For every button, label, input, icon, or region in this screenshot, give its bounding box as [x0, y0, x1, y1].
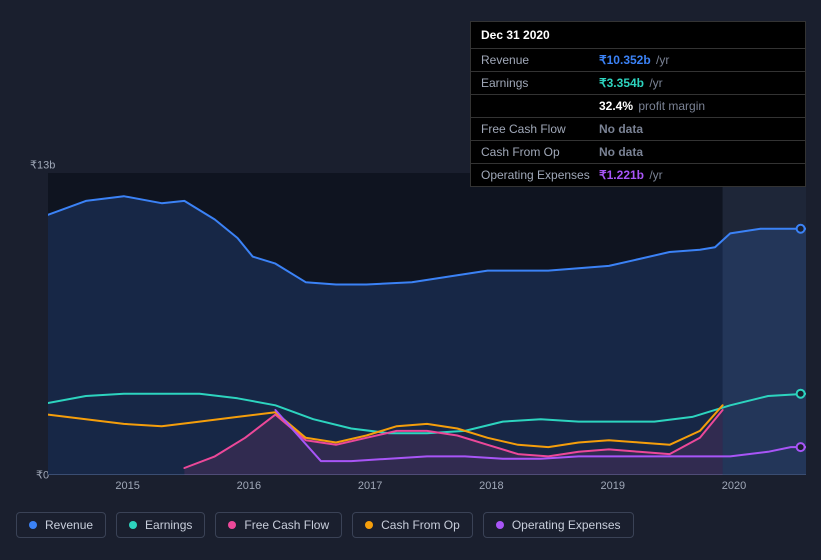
tooltip-row: Free Cash FlowNo data [471, 118, 805, 141]
x-tick: 2019 [600, 480, 624, 492]
tooltip-row-value: 32.4% profit margin [599, 99, 705, 113]
tooltip-row-value: No data [599, 145, 643, 159]
legend-label: Operating Expenses [512, 518, 621, 532]
tooltip-row-value: ₹3.354b /yr [599, 76, 663, 90]
tooltip-row-label: Earnings [481, 76, 599, 90]
legend-dot-icon [129, 521, 137, 529]
legend-dot-icon [496, 521, 504, 529]
legend-dot-icon [365, 521, 373, 529]
plot-area[interactable] [48, 173, 806, 475]
tooltip-row-label [481, 99, 599, 113]
x-tick: 2015 [115, 480, 139, 492]
tooltip-row-label: Free Cash Flow [481, 122, 599, 136]
legend-label: Revenue [45, 518, 93, 532]
legend-label: Earnings [145, 518, 192, 532]
tooltip-row-label: Revenue [481, 53, 599, 67]
legend-label: Free Cash Flow [244, 518, 329, 532]
legend-item[interactable]: Free Cash Flow [215, 512, 342, 538]
x-tick: 2016 [237, 480, 261, 492]
legend-label: Cash From Op [381, 518, 460, 532]
tooltip-row-label: Cash From Op [481, 145, 599, 159]
tooltip-row: Earnings₹3.354b /yr [471, 72, 805, 95]
data-tooltip: Dec 31 2020 Revenue₹10.352b /yrEarnings₹… [470, 21, 806, 187]
legend-item[interactable]: Operating Expenses [483, 512, 634, 538]
tooltip-row-value: ₹10.352b /yr [599, 53, 669, 67]
legend-item[interactable]: Cash From Op [352, 512, 473, 538]
x-tick: 2018 [479, 480, 503, 492]
financials-chart: ₹13b ₹0 201520162017201820192020 [16, 155, 806, 495]
legend-item[interactable]: Earnings [116, 512, 205, 538]
tooltip-row-value: ₹1.221b /yr [599, 168, 663, 182]
tooltip-date: Dec 31 2020 [471, 22, 805, 49]
tooltip-row-label: Operating Expenses [481, 168, 599, 182]
legend-dot-icon [29, 521, 37, 529]
tooltip-row: Revenue₹10.352b /yr [471, 49, 805, 72]
legend-item[interactable]: Revenue [16, 512, 106, 538]
tooltip-row-value: No data [599, 122, 643, 136]
tooltip-row: 32.4% profit margin [471, 95, 805, 118]
y-axis-top-label: ₹13b [30, 159, 55, 172]
tooltip-row: Cash From OpNo data [471, 141, 805, 164]
legend: Revenue Earnings Free Cash Flow Cash From O… [16, 512, 634, 538]
tooltip-row: Operating Expenses₹1.221b /yr [471, 164, 805, 186]
x-tick: 2020 [722, 480, 746, 492]
x-tick: 2017 [358, 480, 382, 492]
legend-dot-icon [228, 521, 236, 529]
